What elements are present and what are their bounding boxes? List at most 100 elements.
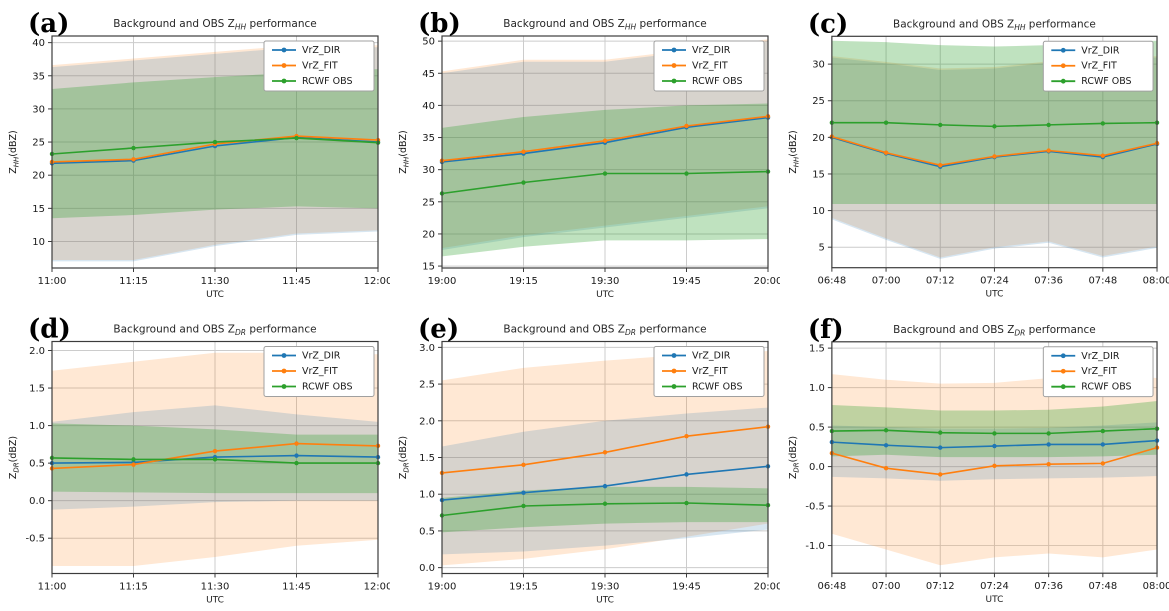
x-tick-label: 19:45 bbox=[672, 276, 701, 287]
subscript: DR bbox=[13, 462, 21, 472]
x-tick-label: 11:15 bbox=[119, 276, 148, 287]
marker-vrz-fit bbox=[131, 462, 136, 467]
panel-f: -1.0 -0.5 0.0 0.5 1.0 1.5 06:48 07:00 07:12 07:24… bbox=[780, 305, 1169, 611]
marker-vrz-fit bbox=[684, 434, 689, 439]
corner-label: (b) bbox=[418, 9, 461, 39]
y-tick-label: 2.5 bbox=[419, 380, 435, 391]
subscript: DR bbox=[792, 462, 800, 472]
x-tick-label: 07:48 bbox=[1088, 581, 1117, 592]
y-tick-label: 3.0 bbox=[419, 343, 435, 354]
x-tick-label: 11:15 bbox=[119, 582, 148, 593]
y-tick-label: 1.5 bbox=[419, 453, 435, 464]
y-axis-label: ZHH(dBZ) bbox=[8, 130, 21, 174]
marker-rcwf-obs bbox=[602, 501, 608, 506]
legend-label: VrZ_FIT bbox=[1081, 61, 1117, 72]
corner-label: (d) bbox=[28, 315, 71, 345]
legend-marker bbox=[1060, 47, 1066, 53]
band-vrz-fit bbox=[831, 371, 1158, 566]
x-tick-label: 07:24 bbox=[980, 276, 1009, 287]
y-tick-label: 15 bbox=[32, 204, 45, 215]
y-axis-label: ZDR(dBZ) bbox=[8, 436, 21, 479]
marker-vrz-fit bbox=[131, 157, 136, 162]
y-tick-label: 30 bbox=[32, 104, 45, 115]
marker-vrz-fit bbox=[212, 448, 218, 454]
legend-box bbox=[263, 40, 375, 92]
x-axis-label: UTC bbox=[596, 596, 614, 606]
chart-d: -0.5 0.0 0.5 1.0 1.5 2.0 11:00 11:15 11:30 11:45 1… bbox=[8, 315, 390, 606]
legend-label: VrZ_DIR bbox=[1081, 351, 1120, 362]
panel-title: Background and OBS ZDR performance bbox=[503, 324, 706, 338]
x-tick-label: 19:15 bbox=[509, 582, 538, 593]
legend-marker bbox=[671, 78, 677, 84]
legend-box bbox=[1042, 346, 1154, 398]
x-tick-label: 07:00 bbox=[872, 581, 901, 592]
panel-c: 5 10 15 20 25 30 06:48 07:00 07:12 07:24 07:36 07:4… bbox=[780, 0, 1169, 305]
marker-rcwf-obs bbox=[1100, 121, 1106, 126]
legend-label: VrZ_FIT bbox=[302, 61, 338, 72]
legend-marker bbox=[281, 47, 287, 53]
legend: VrZ_DIR VrZ_FIT RCWF OBS bbox=[1042, 40, 1154, 92]
y-tick-label: 40 bbox=[422, 101, 435, 112]
legend: VrZ_DIR VrZ_FIT RCWF OBS bbox=[263, 346, 375, 397]
panel-a: 10 15 20 25 30 35 40 11:00 11:15 11:30 11:45 12:00 U… bbox=[0, 0, 390, 305]
band-vrz-dir bbox=[442, 407, 768, 555]
legend-marker bbox=[1060, 63, 1066, 69]
legend: VrZ_DIR VrZ_FIT RCWF OBS bbox=[1042, 346, 1154, 398]
legend: VrZ_DIR VrZ_FIT RCWF OBS bbox=[653, 40, 765, 92]
y-tick-label: 1.0 bbox=[809, 383, 825, 394]
legend-marker bbox=[281, 78, 287, 84]
x-axis-label: UTC bbox=[596, 290, 614, 300]
legend-box bbox=[653, 40, 765, 92]
legend-label: VrZ_DIR bbox=[692, 351, 731, 362]
marker-vrz-fit bbox=[1100, 461, 1106, 466]
y-tick-label: 0.0 bbox=[419, 563, 435, 574]
x-tick-label: 07:36 bbox=[1034, 581, 1063, 592]
chart-f: -1.0 -0.5 0.0 0.5 1.0 1.5 06:48 07:00 07:12 07:24… bbox=[788, 315, 1169, 605]
marker-rcwf-obs bbox=[938, 430, 943, 435]
band-rcwf-obs bbox=[442, 486, 768, 533]
legend-marker bbox=[281, 353, 287, 358]
marker-vrz-dir bbox=[883, 443, 889, 448]
y-tick-label: 25 bbox=[812, 96, 825, 107]
x-tick-label: 06:48 bbox=[817, 276, 846, 287]
x-tick-label: 07:36 bbox=[1034, 276, 1063, 287]
subscript: DR bbox=[235, 328, 246, 337]
bands bbox=[831, 371, 1158, 566]
subscript: HH bbox=[235, 23, 247, 32]
y-tick-label: 0.5 bbox=[419, 526, 435, 537]
panel-title: Background and OBS ZDR performance bbox=[893, 324, 1096, 337]
panel-b: 15 20 25 30 35 40 45 50 19:00 19:15 19:30 19:45 20:0… bbox=[390, 0, 780, 305]
panel-title: Background and OBS ZHH performance bbox=[113, 18, 316, 32]
x-tick-label: 20:00 bbox=[754, 582, 780, 593]
marker-vrz-fit bbox=[992, 154, 997, 159]
marker-vrz-fit bbox=[684, 123, 689, 129]
y-tick-label: 40 bbox=[32, 38, 45, 49]
x-tick-label: 07:00 bbox=[872, 276, 901, 287]
panel-title: Background and OBS ZHH performance bbox=[893, 18, 1096, 31]
marker-vrz-dir bbox=[684, 472, 689, 477]
legend-marker bbox=[671, 368, 677, 374]
x-tick-label: 11:45 bbox=[282, 276, 311, 287]
y-tick-label: 25 bbox=[422, 197, 435, 208]
y-tick-label: 35 bbox=[422, 133, 435, 144]
y-tick-label: 20 bbox=[32, 171, 45, 182]
legend-label: VrZ_FIT bbox=[302, 366, 338, 377]
marker-vrz-fit bbox=[521, 149, 526, 154]
legend-marker bbox=[281, 63, 287, 68]
legend-marker bbox=[281, 384, 287, 389]
x-tick-label: 11:45 bbox=[282, 582, 311, 593]
x-tick-label: 19:00 bbox=[428, 276, 457, 287]
marker-vrz-fit bbox=[294, 441, 299, 446]
subscript: HH bbox=[1014, 23, 1026, 32]
chart-b: 15 20 25 30 35 40 45 50 19:00 19:15 19:30 19:45 20:0… bbox=[398, 9, 780, 300]
chart-e: 0.0 0.5 1.0 1.5 2.0 2.5 3.0 19:00 19:15 19:30 19:4… bbox=[398, 315, 780, 606]
marker-rcwf-obs bbox=[294, 135, 299, 141]
marker-vrz-dir bbox=[602, 483, 608, 489]
band-rcwf-obs bbox=[442, 103, 768, 257]
legend-marker bbox=[671, 353, 677, 358]
x-tick-label: 11:30 bbox=[201, 582, 230, 593]
legend-label: VrZ_DIR bbox=[302, 45, 341, 56]
x-tick-label: 07:48 bbox=[1088, 276, 1117, 287]
legend-label: RCWF OBS bbox=[1081, 76, 1131, 87]
